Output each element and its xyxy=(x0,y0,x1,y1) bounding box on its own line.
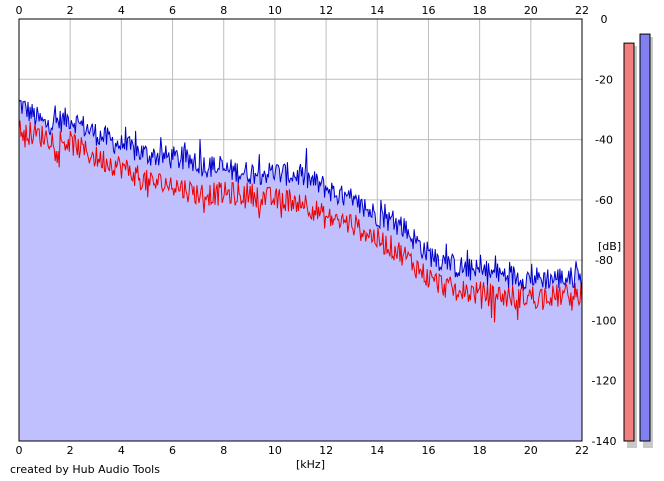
blue-channel-line xyxy=(18,99,583,292)
x-tick-label: 0 xyxy=(16,444,23,457)
red-channel-line xyxy=(18,120,583,323)
x-tick-label: 20 xyxy=(524,444,538,457)
x-axis-label: [kHz] xyxy=(296,458,325,471)
x-tick-label-top: 10 xyxy=(268,4,282,17)
y-tick-label: -20 xyxy=(595,73,613,86)
y-tick-label: -100 xyxy=(592,314,617,327)
x-tick-label-top: 18 xyxy=(473,4,487,17)
x-tick-label: 2 xyxy=(67,444,74,457)
x-tick-label: 14 xyxy=(370,444,384,457)
x-tick-label-top: 4 xyxy=(118,4,125,17)
x-ticks-top: 0 2 4 6 8 10 12 14 16 18 20 22 xyxy=(16,4,590,17)
x-tick-label-top: 6 xyxy=(169,4,176,17)
y-tick-label: -80 xyxy=(595,254,613,267)
x-ticks-bottom: 0 2 4 6 8 10 12 14 16 18 20 22 xyxy=(16,444,590,457)
x-tick-label: 18 xyxy=(473,444,487,457)
level-meter-red xyxy=(623,42,635,442)
plot-frame xyxy=(18,18,583,442)
y-tick-label: -140 xyxy=(592,435,617,448)
x-tick-label: 22 xyxy=(575,444,589,457)
x-tick-label-top: 14 xyxy=(370,4,384,17)
y-tick-label: -60 xyxy=(595,194,613,207)
y-ticks: 0 -20 -40 -60 -80 -100 -120 -140 xyxy=(592,13,617,448)
level-meters xyxy=(623,33,653,448)
series-lines xyxy=(18,99,583,323)
x-tick-label-top: 22 xyxy=(575,4,589,17)
y-axis-label: [dB] xyxy=(598,240,621,253)
x-tick-label: 16 xyxy=(421,444,435,457)
x-tick-label: 10 xyxy=(268,444,282,457)
spectrum-fill xyxy=(19,99,582,441)
x-tick-label-top: 12 xyxy=(319,4,333,17)
x-tick-label: 4 xyxy=(118,444,125,457)
x-tick-label-top: 8 xyxy=(220,4,227,17)
credit-text: created by Hub Audio Tools xyxy=(10,463,160,476)
y-tick-label: -120 xyxy=(592,375,617,388)
x-tick-label-top: 2 xyxy=(67,4,74,17)
y-tick-label: 0 xyxy=(601,13,608,26)
spectrum-area xyxy=(19,99,582,441)
y-tick-label: -40 xyxy=(595,134,613,147)
level-meter-blue xyxy=(639,33,651,442)
x-tick-label: 6 xyxy=(169,444,176,457)
x-tick-label-top: 20 xyxy=(524,4,538,17)
x-tick-label-top: 0 xyxy=(16,4,23,17)
x-tick-label-top: 16 xyxy=(421,4,435,17)
x-tick-label: 8 xyxy=(220,444,227,457)
x-tick-label: 12 xyxy=(319,444,333,457)
